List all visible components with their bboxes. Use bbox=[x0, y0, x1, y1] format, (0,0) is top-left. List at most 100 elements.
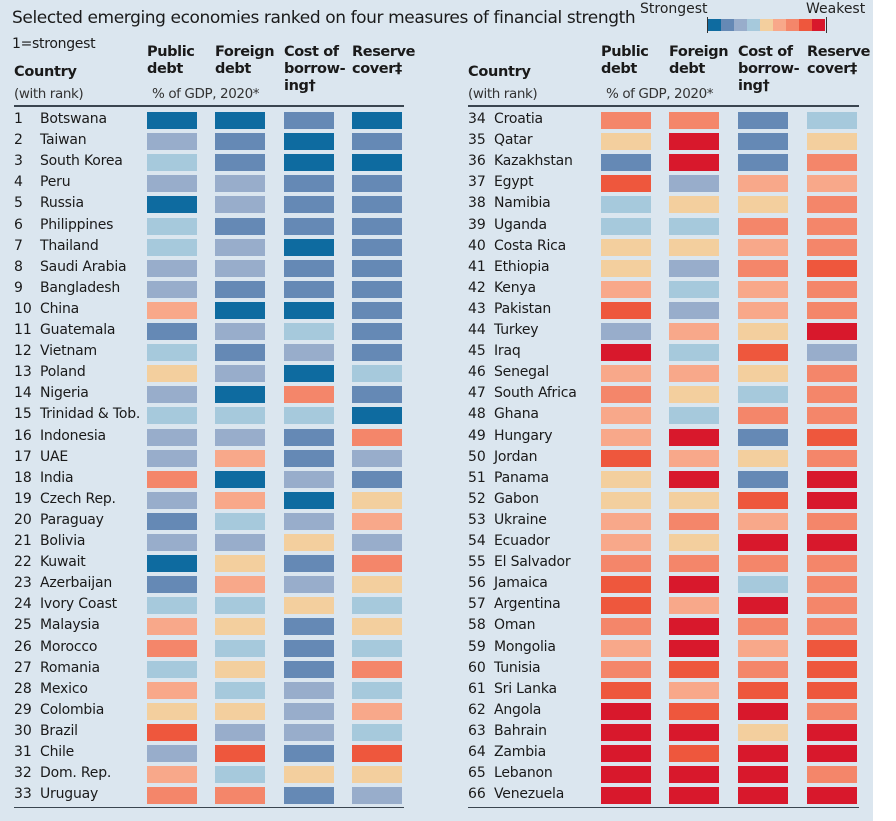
heat-cell-foreign-debt bbox=[669, 470, 719, 488]
heat-cell-foreign-debt bbox=[215, 534, 265, 551]
heat-cell-public-debt bbox=[601, 618, 651, 636]
table-row: 12 Vietnam bbox=[14, 342, 414, 363]
table-row: 25 Malaysia bbox=[14, 616, 414, 637]
rank-label: 47 bbox=[468, 385, 486, 402]
rank-label: 5 bbox=[14, 195, 23, 212]
table-row: 45 Iraq bbox=[468, 342, 868, 363]
heat-cell-foreign-debt bbox=[669, 512, 719, 530]
heat-cell-foreign-debt bbox=[215, 576, 265, 594]
heat-cell-cost-of-borrowing bbox=[738, 259, 788, 277]
heat-cell-reserve-cover bbox=[807, 407, 857, 425]
table-row: 11 Guatemala bbox=[14, 321, 414, 342]
heat-cell-reserve-cover bbox=[807, 555, 857, 573]
footer-divider bbox=[14, 807, 404, 808]
heat-cell-reserve-cover bbox=[807, 259, 857, 277]
table-row: 54 Ecuador bbox=[468, 532, 868, 553]
country-label: Venezuela bbox=[494, 786, 565, 803]
heat-cell-cost-of-borrowing bbox=[284, 428, 334, 446]
rank-label: 37 bbox=[468, 174, 486, 191]
rank-label: 64 bbox=[468, 744, 486, 760]
rank-label: 12 bbox=[14, 343, 32, 360]
heat-cell-cost-of-borrowing bbox=[738, 597, 788, 615]
heat-cell-reserve-cover bbox=[807, 681, 857, 699]
legend-swatch-3 bbox=[734, 19, 747, 31]
rank-label: 58 bbox=[468, 617, 486, 634]
heat-cell-foreign-debt bbox=[669, 428, 719, 446]
heat-cell-cost-of-borrowing bbox=[284, 407, 334, 425]
heat-cell-reserve-cover bbox=[352, 555, 402, 573]
legend-strongest-label: Strongest bbox=[640, 1, 708, 17]
heat-cell-cost-of-borrowing bbox=[738, 154, 788, 172]
table-row: 50 Jordan bbox=[468, 448, 868, 469]
heat-cell-reserve-cover bbox=[807, 196, 857, 214]
heat-cell-public-debt bbox=[601, 407, 651, 425]
table-row: 38 Namibia bbox=[468, 194, 868, 215]
heat-cell-cost-of-borrowing bbox=[284, 470, 334, 488]
heat-cell-foreign-debt bbox=[215, 555, 265, 573]
table-row: 20 Paraguay bbox=[14, 511, 414, 532]
table-row: 43 Pakistan bbox=[468, 300, 868, 321]
country-label: South Korea bbox=[40, 153, 123, 170]
table-row: 17 UAE bbox=[14, 448, 414, 469]
heat-cell-public-debt bbox=[601, 238, 651, 256]
country-label: Paraguay bbox=[40, 511, 104, 528]
heat-cell-reserve-cover bbox=[352, 723, 402, 741]
chart-subtitle: 1=strongest bbox=[12, 36, 96, 52]
rank-label: 57 bbox=[468, 596, 486, 613]
heat-cell-reserve-cover bbox=[352, 618, 402, 636]
heat-cell-public-debt bbox=[147, 154, 197, 172]
heat-cell-reserve-cover bbox=[352, 386, 402, 404]
rank-label: 7 bbox=[14, 237, 23, 254]
heat-cell-reserve-cover bbox=[807, 745, 857, 762]
country-label: Senegal bbox=[494, 364, 549, 381]
heat-cell-foreign-debt bbox=[215, 301, 265, 319]
heat-cell-foreign-debt bbox=[669, 323, 719, 340]
heat-cell-public-debt bbox=[601, 512, 651, 530]
heat-cell-reserve-cover bbox=[352, 112, 402, 129]
heat-cell-foreign-debt bbox=[669, 787, 719, 805]
heat-cell-foreign-debt bbox=[215, 238, 265, 256]
country-label: Mongolia bbox=[494, 638, 556, 655]
heat-cell-cost-of-borrowing bbox=[738, 133, 788, 151]
heat-cell-reserve-cover bbox=[807, 344, 857, 362]
heat-cell-reserve-cover bbox=[352, 196, 402, 214]
heat-cell-foreign-debt bbox=[215, 196, 265, 214]
heat-cell-reserve-cover bbox=[807, 660, 857, 678]
heat-cell-cost-of-borrowing bbox=[284, 154, 334, 172]
heat-cell-public-debt bbox=[147, 365, 197, 383]
heat-cell-cost-of-borrowing bbox=[738, 787, 788, 805]
rank-label: 25 bbox=[14, 617, 32, 634]
heat-cell-foreign-debt bbox=[669, 534, 719, 551]
legend-swatch-9 bbox=[812, 19, 825, 31]
table-row: 51 Panama bbox=[468, 469, 868, 490]
rank-label: 6 bbox=[14, 216, 23, 233]
heat-cell-public-debt bbox=[147, 787, 197, 805]
heat-cell-reserve-cover bbox=[352, 681, 402, 699]
heat-cell-cost-of-borrowing bbox=[284, 618, 334, 636]
heat-cell-foreign-debt bbox=[215, 407, 265, 425]
heat-cell-cost-of-borrowing bbox=[284, 301, 334, 319]
country-label: Uganda bbox=[494, 216, 547, 233]
heat-cell-public-debt bbox=[147, 428, 197, 446]
table-row: 5 Russia bbox=[14, 194, 414, 215]
heat-cell-reserve-cover bbox=[807, 723, 857, 741]
rank-label: 2 bbox=[14, 132, 23, 149]
heat-cell-public-debt bbox=[601, 154, 651, 172]
country-label: Brazil bbox=[40, 722, 78, 739]
rank-label: 46 bbox=[468, 364, 486, 381]
rank-label: 43 bbox=[468, 300, 486, 317]
heat-cell-foreign-debt bbox=[215, 512, 265, 530]
table-row: 24 Ivory Coast bbox=[14, 595, 414, 616]
rank-label: 19 bbox=[14, 490, 32, 507]
heat-cell-reserve-cover bbox=[807, 787, 857, 805]
heat-cell-reserve-cover bbox=[352, 639, 402, 657]
table-row: 30 Brazil bbox=[14, 722, 414, 743]
column-header-1: Foreign debt bbox=[215, 44, 275, 77]
table-row: 37 Egypt bbox=[468, 173, 868, 194]
country-label: Taiwan bbox=[40, 132, 87, 149]
heat-cell-reserve-cover bbox=[352, 407, 402, 425]
heat-cell-reserve-cover bbox=[807, 154, 857, 172]
table-row: 60 Tunisia bbox=[468, 659, 868, 680]
rank-label: 63 bbox=[468, 722, 486, 739]
heat-cell-public-debt bbox=[147, 323, 197, 340]
